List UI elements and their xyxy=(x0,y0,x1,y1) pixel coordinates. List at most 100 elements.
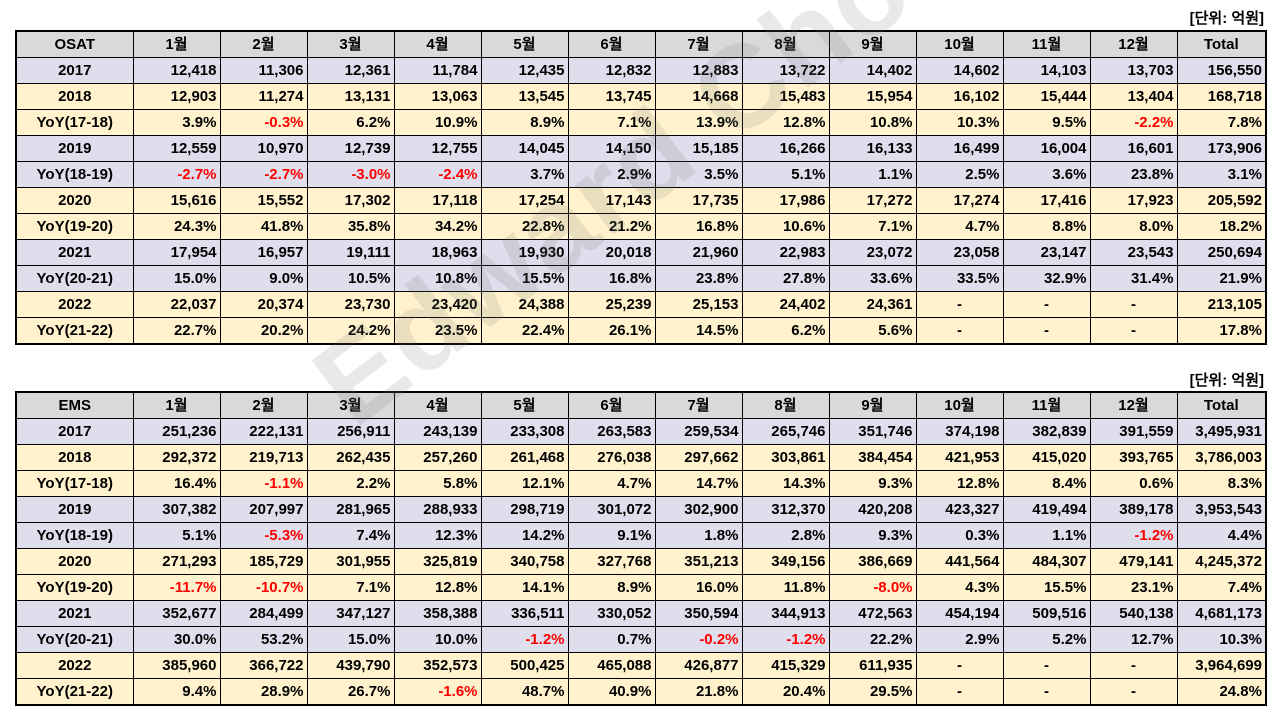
row-label: 2017 xyxy=(15,57,134,84)
table-row: YoY(21-22) 9.4% 28.9% 26.7% -1.6% 48.7% 40.9% 2… xyxy=(15,678,1267,706)
table-cell: 24,361 xyxy=(828,291,917,318)
ems-column-header: 4월 xyxy=(393,391,482,419)
table-cell: 18,963 xyxy=(393,239,482,266)
table-cell: 22.8% xyxy=(480,213,569,240)
row-label: 2022 xyxy=(15,291,134,318)
table-cell: - xyxy=(1089,317,1178,345)
table-cell: 10.9% xyxy=(393,109,482,136)
table-cell: 10.6% xyxy=(741,213,830,240)
table-cell: 32.9% xyxy=(1002,265,1091,292)
table-cell: 17,923 xyxy=(1089,187,1178,214)
table-cell: 2.9% xyxy=(567,161,656,188)
table-cell: 13,404 xyxy=(1089,83,1178,110)
table-cell: 336,511 xyxy=(480,600,569,627)
table-cell: 30.0% xyxy=(132,626,221,653)
table-cell: 41.8% xyxy=(219,213,308,240)
table-cell: 25,239 xyxy=(567,291,656,318)
table-cell: 22.4% xyxy=(480,317,569,345)
table-cell: 11,274 xyxy=(219,83,308,110)
table-cell: 26.7% xyxy=(306,678,395,706)
table-cell: 0.7% xyxy=(567,626,656,653)
table-cell: 3,495,931 xyxy=(1176,418,1267,445)
table-cell: 26.1% xyxy=(567,317,656,345)
table-cell: 16,499 xyxy=(915,135,1004,162)
table-cell: 13,131 xyxy=(306,83,395,110)
table-cell: 14,602 xyxy=(915,57,1004,84)
table-cell: 11,784 xyxy=(393,57,482,84)
table-cell: 298,719 xyxy=(480,496,569,523)
table-cell: 344,913 xyxy=(741,600,830,627)
table-cell: - xyxy=(1002,652,1091,679)
table-cell: 14.5% xyxy=(654,317,743,345)
table-cell: 389,178 xyxy=(1089,496,1178,523)
table-cell: 12.7% xyxy=(1089,626,1178,653)
table-cell: 303,861 xyxy=(741,444,830,471)
table-cell: 8.8% xyxy=(1002,213,1091,240)
table-cell: 16.8% xyxy=(654,213,743,240)
table-cell: 23,730 xyxy=(306,291,395,318)
table-cell: 12.1% xyxy=(480,470,569,497)
table-cell: 23,543 xyxy=(1089,239,1178,266)
table-cell: 374,198 xyxy=(915,418,1004,445)
osat-column-header: 1월 xyxy=(132,30,221,58)
table-cell: - xyxy=(915,652,1004,679)
table-cell: 12,435 xyxy=(480,57,569,84)
table-cell: 207,997 xyxy=(219,496,308,523)
table-cell: - xyxy=(1002,678,1091,706)
table-cell: -1.2% xyxy=(741,626,830,653)
table-cell: 17,118 xyxy=(393,187,482,214)
table-row: 2021 352,677 284,499 347,127 358,388 336,511 3… xyxy=(15,600,1267,627)
table-cell: 13,745 xyxy=(567,83,656,110)
table-cell: 21.2% xyxy=(567,213,656,240)
table-cell: 16,957 xyxy=(219,239,308,266)
ems-unit-label: [단위: 억원] xyxy=(1189,372,1264,389)
osat-table: OSAT 1월 2월 3월 4월 5월 6월 7월 8월 9월 10월 11월 12월 Total 201… xyxy=(15,30,1267,345)
table-cell: 0.6% xyxy=(1089,470,1178,497)
table-cell: -5.3% xyxy=(219,522,308,549)
table-cell: 4.7% xyxy=(915,213,1004,240)
table-cell: 4.7% xyxy=(567,470,656,497)
table-cell: 250,694 xyxy=(1176,239,1267,266)
table-cell: 352,677 xyxy=(132,600,221,627)
table-cell: 17,274 xyxy=(915,187,1004,214)
table-cell: 17,302 xyxy=(306,187,395,214)
osat-column-header: 3월 xyxy=(306,30,395,58)
table-cell: 15,185 xyxy=(654,135,743,162)
table-cell: -1.1% xyxy=(219,470,308,497)
osat-column-header: 8월 xyxy=(741,30,830,58)
table-cell: 358,388 xyxy=(393,600,482,627)
table-cell: 21.9% xyxy=(1176,265,1267,292)
row-label: YoY(20-21) xyxy=(15,265,134,292)
table-cell: 24.3% xyxy=(132,213,221,240)
table-cell: 8.0% xyxy=(1089,213,1178,240)
table-cell: 15,444 xyxy=(1002,83,1091,110)
table-cell: 5.1% xyxy=(132,522,221,549)
table-cell: 509,516 xyxy=(1002,600,1091,627)
table-cell: 9.3% xyxy=(828,470,917,497)
table-cell: - xyxy=(915,291,1004,318)
row-label: 2021 xyxy=(15,239,134,266)
table-cell: 29.5% xyxy=(828,678,917,706)
table-cell: 21,960 xyxy=(654,239,743,266)
table-cell: 15,616 xyxy=(132,187,221,214)
osat-column-header: 11월 xyxy=(1002,30,1091,58)
table-cell: -1.2% xyxy=(1089,522,1178,549)
table-cell: 27.8% xyxy=(741,265,830,292)
table-cell: 9.0% xyxy=(219,265,308,292)
table-cell: 251,236 xyxy=(132,418,221,445)
table-row: 2017 251,236 222,131 256,911 243,139 233,308 2… xyxy=(15,418,1267,445)
table-row: 2022 22,037 20,374 23,730 23,420 24,388 25,239… xyxy=(15,291,1267,318)
table-cell: 24.2% xyxy=(306,317,395,345)
table-cell: 351,746 xyxy=(828,418,917,445)
table-cell: 15.5% xyxy=(1002,574,1091,601)
row-label: YoY(21-22) xyxy=(15,317,134,345)
table-cell: 13,545 xyxy=(480,83,569,110)
table-cell: 5.6% xyxy=(828,317,917,345)
table-cell: 15.0% xyxy=(132,265,221,292)
table-cell: 17,416 xyxy=(1002,187,1091,214)
table-cell: 301,955 xyxy=(306,548,395,575)
ems-header-row: EMS 1월 2월 3월 4월 5월 6월 7월 8월 9월 10월 11월 12월 Total xyxy=(15,391,1267,419)
table-row: YoY(19-20) 24.3% 41.8% 35.8% 34.2% 22.8% 21.2%… xyxy=(15,213,1267,240)
table-cell: -2.4% xyxy=(393,161,482,188)
table-cell: -0.2% xyxy=(654,626,743,653)
